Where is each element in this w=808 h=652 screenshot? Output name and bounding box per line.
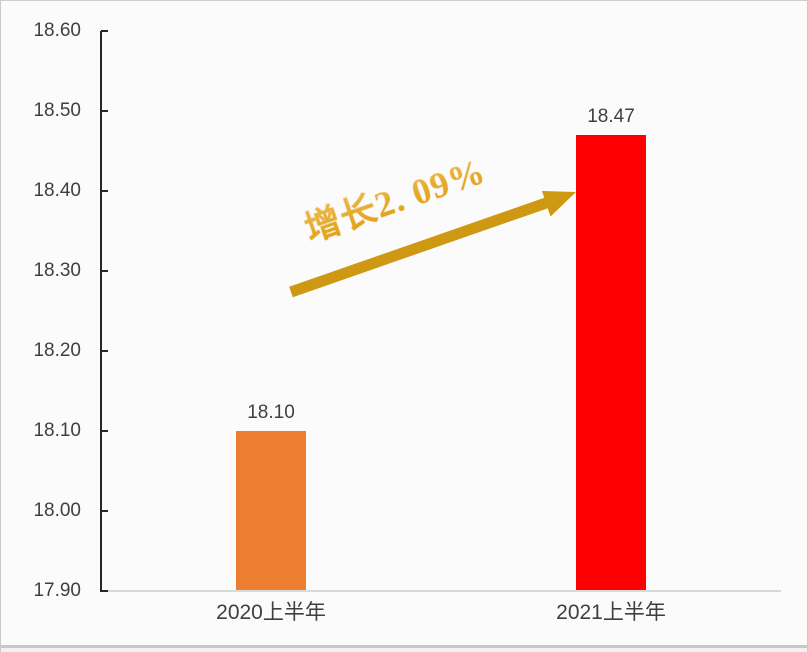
bar-data-label: 18.47 — [587, 106, 635, 127]
y-axis-tick-mark — [101, 590, 108, 592]
x-axis-baseline — [101, 590, 781, 592]
y-axis-tick-label: 18.10 — [33, 420, 81, 441]
y-axis-tick-label: 17.90 — [33, 580, 81, 601]
y-axis-line — [100, 31, 102, 592]
y-axis-tick-label: 18.60 — [33, 20, 81, 41]
bar-data-label: 18.10 — [247, 402, 295, 423]
x-category-label: 2020上半年 — [216, 601, 326, 624]
bottom-border-pad — [1, 648, 807, 652]
y-axis-tick-label: 18.30 — [33, 260, 81, 281]
bottom-border-line — [1, 645, 807, 648]
y-axis-tick-label: 18.50 — [33, 100, 81, 121]
growth-arrow-head — [542, 191, 576, 217]
y-axis-tick-mark — [101, 270, 108, 272]
bar-2021上半年 — [576, 135, 646, 590]
y-axis-tick-mark — [101, 110, 108, 112]
y-axis-tick-mark — [101, 30, 108, 32]
y-axis-tick-mark — [101, 430, 108, 432]
y-axis-tick-mark — [101, 190, 108, 192]
bar-2020上半年 — [236, 431, 306, 590]
y-axis-tick-label: 18.40 — [33, 180, 81, 201]
y-axis-tick-label: 18.20 — [33, 340, 81, 361]
y-axis-tick-label: 18.00 — [33, 500, 81, 521]
x-category-label: 2021上半年 — [556, 601, 666, 624]
growth-annotation-label: 增长2. 09% — [244, 124, 548, 282]
y-axis-tick-mark — [101, 510, 108, 512]
y-axis-tick-mark — [101, 350, 108, 352]
